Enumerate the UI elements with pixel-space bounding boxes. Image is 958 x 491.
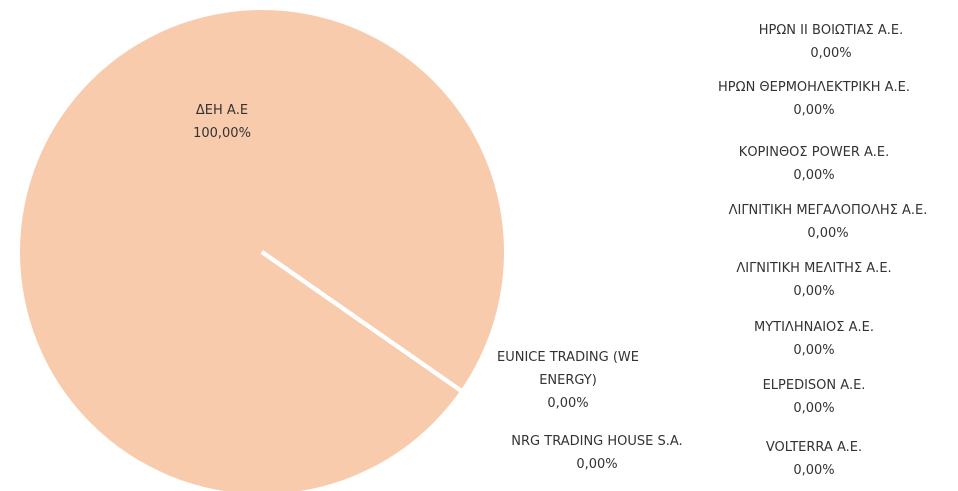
slice-value: 0,00%	[793, 401, 835, 416]
slice-value: 100,00%	[193, 126, 251, 141]
slice-name: ΚΟΡΙΝΘΟΣ POWER A.E.	[738, 145, 890, 160]
slice-label: ELPEDISON A.E. 0,00%	[763, 374, 866, 420]
slice-label: ΛΙΓΝΙΤΙΚΗ ΜΕΛΙΤΗΣ Α.Ε. 0,00%	[736, 257, 891, 303]
slice-name: ELPEDISON A.E.	[762, 378, 866, 393]
slice-label: ΗΡΩΝ ΘΕΡΜΟΗΛΕΚΤΡΙΚΗ Α.Ε. 0,00%	[718, 76, 910, 122]
slice-label: ΔΕΗ Α.Ε 100,00%	[193, 99, 251, 145]
slice-label: EUNICE TRADING (WE ENERGY) 0,00%	[468, 346, 668, 415]
slice-value: 0,00%	[576, 457, 618, 472]
slice-label: VOLTERRA A.E. 0,00%	[766, 436, 862, 482]
slice-name: VOLTERRA A.E.	[765, 440, 863, 455]
slice-value: 0,00%	[793, 168, 835, 183]
pie-slice	[260, 250, 462, 393]
slice-name: ΜΥΤΙΛΗΝΑΙΟΣ Α.Ε.	[753, 320, 875, 335]
slice-label: ΚΟΡΙΝΘΟΣ POWER A.E. 0,00%	[739, 141, 889, 187]
slice-label: ΜΥΤΙΛΗΝΑΙΟΣ Α.Ε. 0,00%	[754, 316, 874, 362]
slice-name: ΔΕΗ Α.Ε	[195, 103, 249, 118]
slice-name: ΛΙΓΝΙΤΙΚΗ ΜΕΛΙΤΗΣ Α.Ε.	[736, 261, 892, 276]
slice-value: 0,00%	[793, 103, 835, 118]
slice-value: 0,00%	[793, 463, 835, 478]
slice-value: 0,00%	[807, 226, 849, 241]
slice-name: ΗΡΩΝ ΘΕΡΜΟΗΛΕΚΤΡΙΚΗ Α.Ε.	[718, 80, 910, 95]
slice-value: 0,00%	[547, 396, 589, 411]
slice-name: ΗΡΩΝ ΙΙ ΒΟΙΩΤΙΑΣ Α.Ε.	[758, 23, 904, 38]
slice-value: 0,00%	[810, 46, 852, 61]
slice-value: 0,00%	[793, 343, 835, 358]
slice-label: ΛΙΓΝΙΤΙΚΗ ΜΕΓΑΛΟΠΟΛΗΣ Α.Ε. 0,00%	[729, 199, 928, 245]
slice-label: ΗΡΩΝ ΙΙ ΒΟΙΩΤΙΑΣ Α.Ε. 0,00%	[759, 19, 904, 65]
slice-name: EUNICE TRADING (WE ENERGY)	[497, 350, 639, 388]
slice-value: 0,00%	[793, 284, 835, 299]
pie-slice	[20, 10, 504, 491]
slice-name: ΛΙΓΝΙΤΙΚΗ ΜΕΓΑΛΟΠΟΛΗΣ Α.Ε.	[728, 203, 928, 218]
slice-label: NRG TRADING HOUSE S.A. 0,00%	[511, 430, 682, 476]
slice-name: NRG TRADING HOUSE S.A.	[511, 434, 683, 449]
